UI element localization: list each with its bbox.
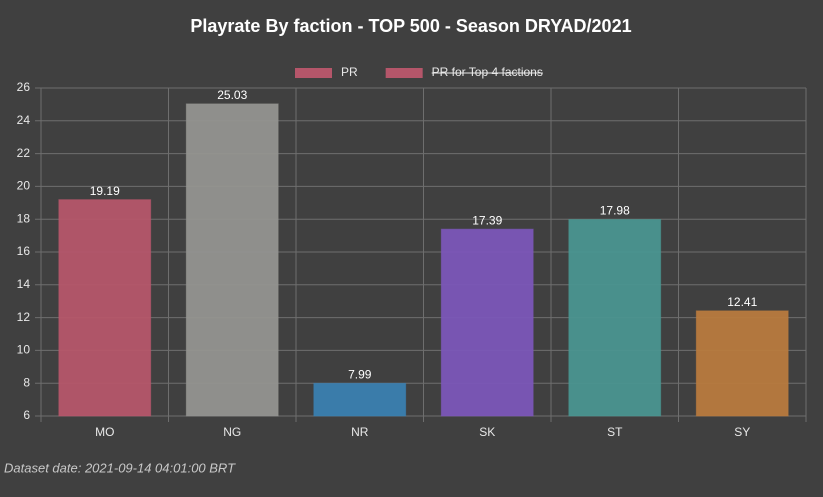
legend-label: PR for Top 4 factions [432,65,543,79]
value-label: 17.98 [600,204,630,218]
y-tick-label: 18 [17,211,31,225]
legend-label: PR [341,65,358,79]
bar [58,199,152,417]
bar [695,310,789,417]
bar [185,103,279,417]
value-label: 17.39 [472,213,502,227]
chart-title: Playrate By faction - TOP 500 - Season D… [190,16,631,36]
bar [568,219,662,417]
x-tick-label: ST [607,425,623,439]
y-tick-label: 16 [17,244,31,258]
bar [440,228,534,417]
y-tick-label: 24 [17,113,31,127]
y-tick-label: 20 [17,179,31,193]
value-label: 19.19 [90,184,120,198]
footer: Dataset date: 2021-09-14 04:01:00 BRT [4,460,236,475]
legend-swatch [385,68,423,78]
x-tick-label: MO [95,425,114,439]
x-tick-label: NR [351,425,369,439]
value-label: 12.41 [727,295,757,309]
y-tick-label: 10 [17,343,31,357]
y-tick-label: 22 [17,146,31,160]
y-tick-label: 12 [17,310,31,324]
y-tick-label: 14 [17,277,31,291]
x-tick-label: SY [734,425,750,439]
x-tick-label: SK [479,425,495,439]
legend-swatch [295,68,332,78]
value-label: 7.99 [348,368,372,382]
y-tick-label: 8 [23,375,30,389]
value-label: 25.03 [217,88,247,102]
x-tick-label: NG [223,425,241,439]
bar [313,382,407,417]
y-tick-label: 26 [17,80,31,94]
y-tick-label: 6 [23,408,30,422]
